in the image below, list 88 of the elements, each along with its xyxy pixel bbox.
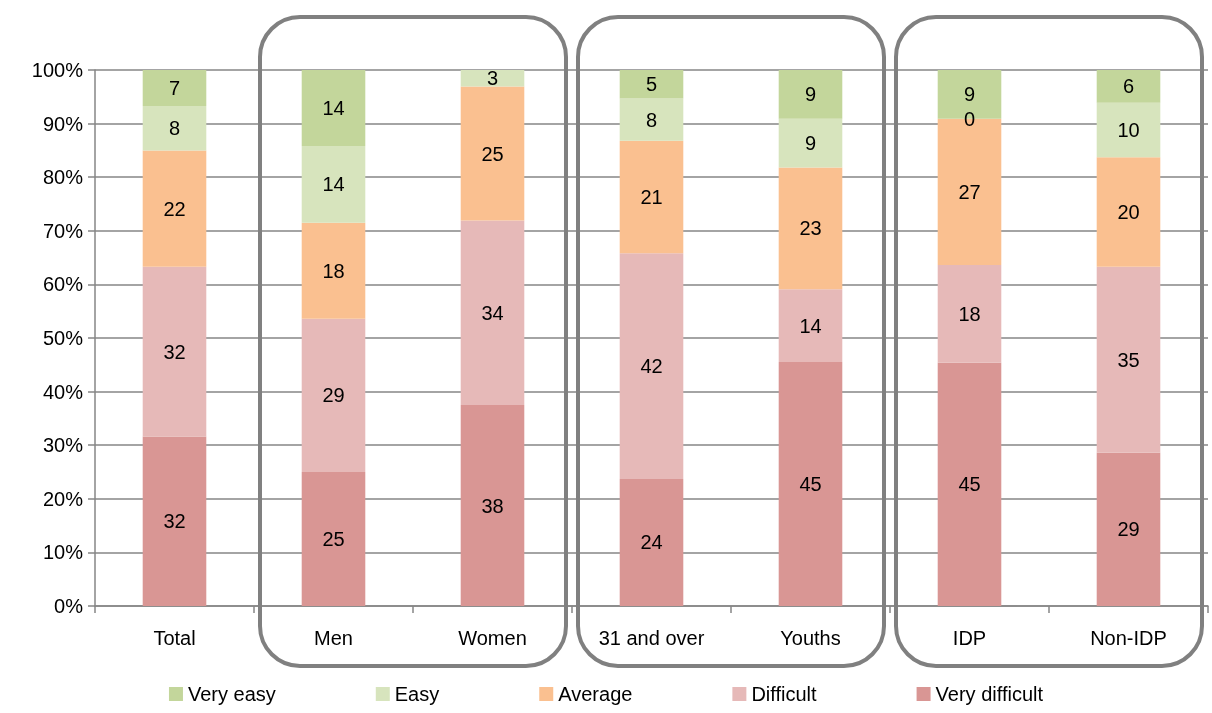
data-label: 7	[168, 76, 181, 99]
x-tick-label: Youths	[780, 627, 841, 649]
bar	[142, 436, 207, 606]
y-tick-label: 20%	[42, 487, 84, 510]
data-label: 22	[163, 197, 186, 220]
bar	[301, 472, 366, 606]
legend-label: Very easy	[187, 683, 276, 705]
y-tick-label: 10%	[42, 541, 84, 564]
data-label: 38	[481, 494, 504, 517]
y-tick-label: 70%	[42, 219, 84, 242]
data-label: 14	[322, 97, 345, 120]
data-label: 0	[963, 107, 976, 130]
bar	[778, 70, 843, 119]
data-label: 14	[799, 314, 822, 337]
data-label: 9	[804, 132, 817, 155]
data-label: 42	[640, 355, 663, 378]
y-tick-label: 90%	[42, 112, 84, 135]
x-tick-label: IDP	[952, 627, 987, 649]
data-label: 45	[799, 473, 822, 496]
bar	[301, 146, 366, 223]
data-label: 8	[645, 108, 658, 131]
y-tick-label: 80%	[42, 166, 84, 189]
bar	[460, 405, 525, 606]
bar	[301, 318, 366, 472]
x-tick-label: 31 and over	[598, 627, 705, 649]
bar	[1096, 266, 1161, 453]
data-label: 25	[322, 528, 345, 550]
data-label: 18	[322, 259, 345, 282]
bar	[778, 362, 843, 606]
bar	[1096, 102, 1161, 158]
bar	[619, 70, 684, 99]
bar	[460, 220, 525, 405]
data-label: 5	[645, 73, 658, 96]
data-label: 14	[322, 173, 345, 196]
legend-label: Difficult	[751, 683, 818, 705]
bar	[1096, 452, 1161, 606]
bar	[1096, 70, 1161, 103]
y-tick-label: 60%	[42, 273, 84, 296]
data-label: 24	[640, 531, 663, 554]
data-label: 32	[163, 510, 186, 533]
data-label: 18	[958, 302, 981, 325]
bar	[142, 266, 207, 437]
bar	[619, 478, 684, 606]
legend-label: Average	[558, 683, 633, 705]
x-tick-label: Men	[314, 627, 353, 649]
bar	[301, 222, 366, 319]
bar	[937, 362, 1002, 606]
bar	[937, 265, 1002, 363]
data-label: 21	[640, 186, 663, 209]
x-tick-label: Non-IDP	[1090, 627, 1167, 649]
x-tick-label: Total	[153, 627, 196, 649]
data-label: 23	[799, 217, 822, 240]
data-label: 29	[322, 384, 345, 407]
legend-label: Very difficult	[935, 683, 1044, 705]
data-label: 20	[1117, 201, 1140, 224]
bar	[301, 70, 366, 147]
bar	[778, 167, 843, 290]
data-label: 27	[958, 180, 981, 203]
legend-label: Easy	[394, 683, 440, 705]
x-tick-label: Women	[458, 627, 527, 649]
bar	[778, 289, 843, 363]
data-label: 8	[168, 117, 181, 140]
y-tick-label: 30%	[42, 434, 84, 457]
bar	[1096, 157, 1161, 267]
data-label: 10	[1117, 119, 1140, 142]
y-tick-label: 0%	[54, 595, 84, 617]
bar	[619, 140, 684, 254]
data-label: 6	[1122, 75, 1135, 98]
bar	[460, 86, 525, 221]
bar	[619, 98, 684, 141]
data-label: 9	[963, 83, 976, 106]
data-label: 9	[804, 83, 817, 106]
y-tick-label: 50%	[42, 327, 84, 349]
bar	[778, 118, 843, 168]
data-label: 35	[1117, 348, 1140, 371]
y-tick-label: 100%	[31, 59, 84, 81]
data-label: 3	[486, 67, 499, 90]
data-label: 25	[481, 142, 504, 165]
bar	[142, 70, 207, 106]
data-label: 34	[481, 301, 504, 324]
bar	[460, 70, 525, 87]
y-tick-label: 40%	[42, 380, 84, 403]
bar	[142, 150, 207, 267]
data-label: 45	[958, 473, 981, 496]
data-label: 29	[1117, 518, 1140, 541]
bar	[619, 253, 684, 479]
data-label: 32	[163, 340, 186, 363]
bar	[142, 105, 207, 151]
